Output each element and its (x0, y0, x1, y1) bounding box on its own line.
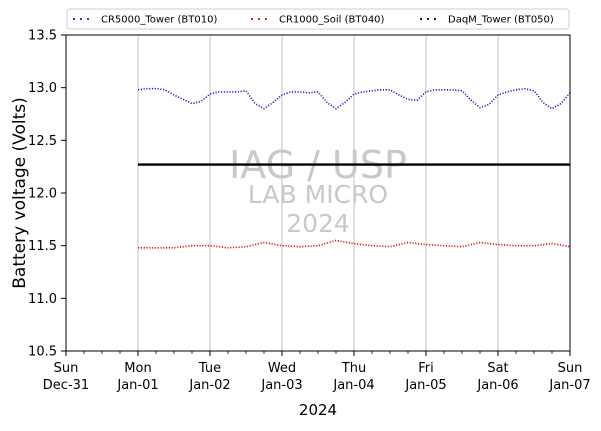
series-layer (137, 87, 571, 249)
legend-marker-2 (426, 17, 430, 21)
grid-lines (137, 35, 499, 351)
y-tick-label-5: 13.0 (28, 81, 57, 96)
y-tick-label-1: 11.0 (28, 292, 57, 307)
x-tick-label-6: Sat Jan-06 (476, 361, 518, 393)
x-tick-label-3: Wed Jan-03 (260, 361, 302, 393)
legend: CR5000_Tower (BT010) CR1000_Soil (BT040) D… (66, 8, 570, 30)
y-tick-label-0: 10.5 (28, 345, 57, 360)
legend-marker-1 (250, 17, 254, 21)
y-tick-label-2: 11.5 (28, 239, 57, 254)
x-axis-label: 2024 (299, 401, 337, 419)
x-tick-label-7: Sun Jan-07 (548, 361, 590, 393)
x-tick-label-5: Fri Jan-05 (404, 361, 446, 393)
legend-label-1: CR1000_Soil (BT040) (279, 15, 385, 26)
legend-marker-1 (264, 17, 268, 21)
legend-marker-2 (433, 17, 437, 21)
legend-items: CR5000_Tower (BT010) CR1000_Soil (BT040) D… (72, 15, 554, 26)
x-tick-label-0: Sun Dec-31 (43, 361, 89, 393)
x-tick-label-1: Mon Jan-01 (116, 361, 158, 393)
y-axis-label: Battery voltage (Volts) (10, 97, 30, 288)
y-tick-label-6: 13.5 (28, 29, 57, 44)
x-tick-label-4: Thu Jan-04 (332, 361, 374, 393)
legend-label-0: CR5000_Tower (BT010) (101, 15, 217, 26)
legend-marker-0 (79, 17, 83, 21)
y-axis: 10.5 11.0 11.5 12.0 12.5 13.0 13.5 (28, 29, 66, 360)
legend-marker-0 (72, 17, 76, 21)
series-line-0 (137, 87, 571, 110)
legend-marker-2 (419, 17, 423, 21)
watermark-line-3: 2024 (286, 209, 350, 238)
y-tick-label-3: 12.0 (28, 187, 57, 202)
x-tick-label-2: Tue Jan-02 (188, 361, 230, 393)
y-tick-label-4: 12.5 (28, 134, 57, 149)
legend-marker-0 (86, 17, 90, 21)
legend-marker-1 (257, 17, 261, 21)
watermark-line-2: LAB MICRO (248, 180, 388, 209)
watermark: IAG / USP LAB MICRO 2024 (229, 143, 407, 238)
legend-label-2: DaqM_Tower (BT050) (448, 15, 554, 26)
x-axis: Sun Dec-31 Mon Jan-01 Tue Jan-02 Wed Jan-03 Thu J… (43, 351, 591, 393)
legend-box (66, 8, 570, 30)
